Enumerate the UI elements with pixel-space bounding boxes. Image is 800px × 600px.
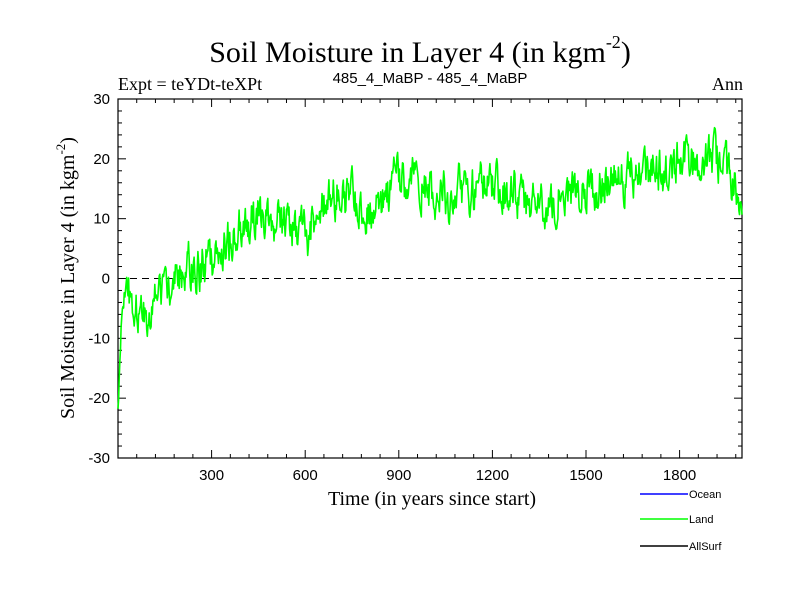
subtitle-comparison: 485_4_MaBP - 485_4_MaBP xyxy=(333,70,528,87)
legend-label-allsurf: AllSurf xyxy=(689,541,722,553)
axis-ticks xyxy=(118,99,742,458)
x-tick-label: 600 xyxy=(293,467,318,484)
y-tick-label: 0 xyxy=(102,271,110,288)
x-tick-label: 900 xyxy=(386,467,411,484)
y-axis-label-close: ) xyxy=(57,137,79,144)
legend-label-ocean: Ocean xyxy=(689,489,721,501)
legend: Ocean Land AllSurf xyxy=(640,489,722,553)
x-tick-label: 1200 xyxy=(476,467,509,484)
x-tick-label: 300 xyxy=(199,467,224,484)
legend-label-land: Land xyxy=(689,514,713,526)
x-tick-labels: 300 600 900 1200 1500 1800 xyxy=(199,467,696,484)
subtitle-experiment: Expt = teYDt-teXPt xyxy=(118,74,262,94)
y-tick-label: 20 xyxy=(93,151,110,168)
chart-title-close: ) xyxy=(621,36,631,69)
series-group xyxy=(117,126,743,409)
subtitle-season: Ann xyxy=(712,74,743,94)
x-tick-label: 1500 xyxy=(569,467,602,484)
y-axis-label: Soil Moisture in Layer 4 (in kgm-2) xyxy=(53,137,79,419)
x-axis-label: Time (in years since start) xyxy=(328,488,536,510)
y-tick-label: 10 xyxy=(93,211,110,228)
series-line-land xyxy=(117,126,743,409)
y-axis-label-text: Soil Moisture in Layer 4 (in kgm xyxy=(57,154,79,419)
y-tick-label: -30 xyxy=(88,450,110,467)
y-tick-labels: -30 -20 -10 0 10 20 30 xyxy=(88,91,110,467)
y-tick-label: -10 xyxy=(88,330,110,347)
x-tick-label: 1800 xyxy=(663,467,696,484)
chart-title-text: Soil Moisture in Layer 4 (in kgm xyxy=(209,36,606,69)
y-axis-label-exponent: -2 xyxy=(53,144,68,155)
y-tick-label: 30 xyxy=(93,91,110,108)
y-tick-label: -20 xyxy=(88,390,110,407)
chart-title: Soil Moisture in Layer 4 (in kgm-2) xyxy=(209,32,631,69)
chart-title-exponent: -2 xyxy=(606,32,621,52)
